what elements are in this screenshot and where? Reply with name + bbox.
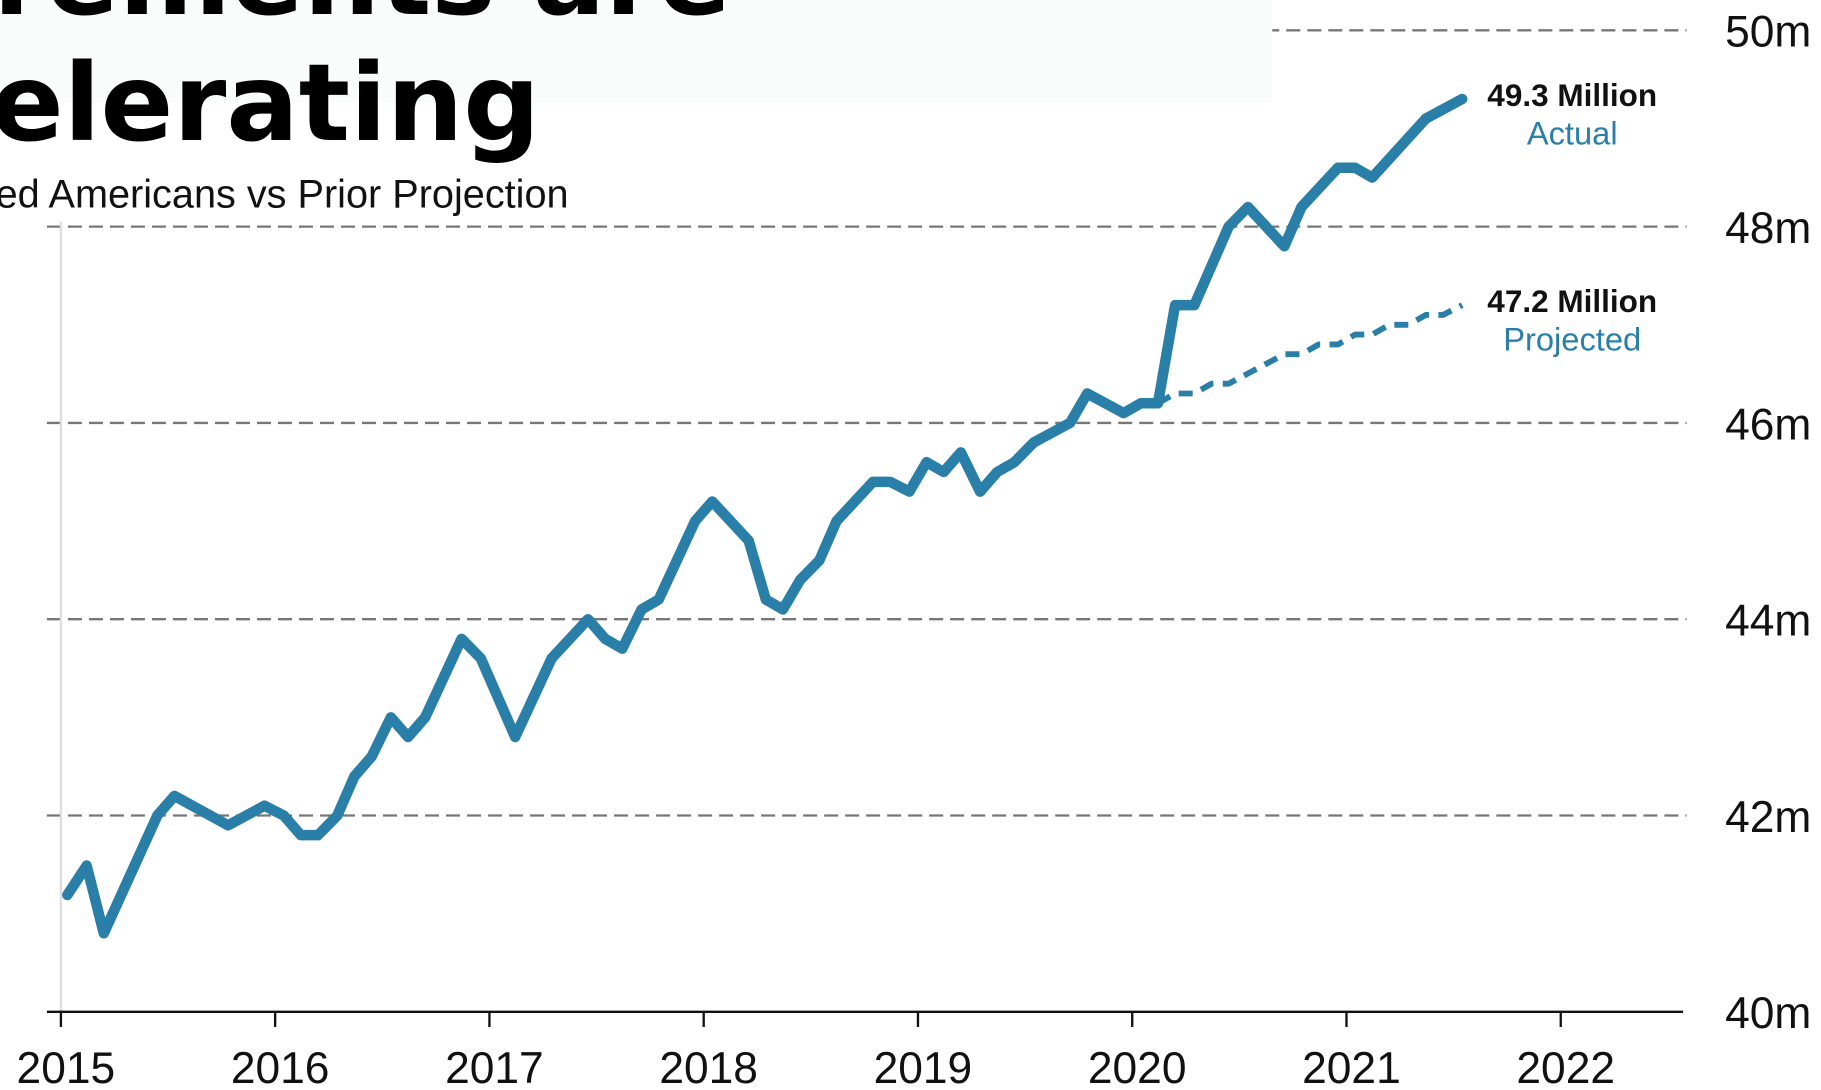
chart-subtitle: ed Americans vs Prior Projection — [0, 173, 569, 217]
series-line — [62, 93, 1468, 939]
y-tick-label: 48m — [1725, 204, 1811, 253]
x-tick-label: 2018 — [659, 1044, 758, 1090]
y-tick-label: 46m — [1725, 400, 1811, 449]
x-tick-label: 2016 — [231, 1044, 330, 1090]
y-tick-label: 44m — [1725, 597, 1811, 646]
x-tick-label: 2015 — [17, 1044, 116, 1090]
legend-label: Actual — [1527, 115, 1618, 152]
annotation-value: 49.3 Million — [1487, 77, 1657, 113]
legend-label: Projected — [1503, 321, 1641, 358]
x-tick-label: 2021 — [1302, 1044, 1401, 1090]
x-tick-label: 2019 — [874, 1044, 973, 1090]
chart-title: elerating — [0, 41, 540, 166]
annotation-value: 47.2 Million — [1487, 283, 1657, 319]
series-line — [1156, 302, 1464, 406]
y-tick-label: 40m — [1725, 989, 1811, 1038]
x-tick-label: 2017 — [445, 1044, 544, 1090]
y-tick-label: 42m — [1725, 793, 1811, 842]
chart-title: rements are — [0, 0, 731, 40]
title-panel — [0, 0, 1273, 103]
x-tick-label: 2020 — [1088, 1044, 1187, 1090]
x-tick-label: 2022 — [1516, 1044, 1615, 1090]
y-tick-label: 50m — [1725, 8, 1811, 57]
